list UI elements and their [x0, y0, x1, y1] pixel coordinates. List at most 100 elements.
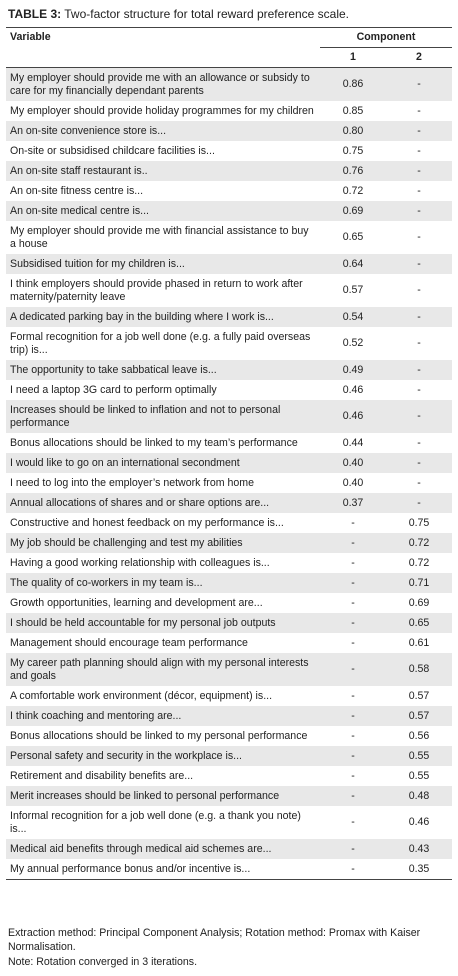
table: Variable Component 1 2 My employer shoul… [6, 27, 452, 880]
table-row: I think employers should provide phased … [6, 274, 452, 307]
variable-cell: Medical aid benefits through medical aid… [6, 839, 320, 859]
table-row: Medical aid benefits through medical aid… [6, 839, 452, 859]
loading-cell: - [320, 786, 386, 806]
table-row: Management should encourage team perform… [6, 633, 452, 653]
table-row: An on-site medical centre is... 0.69- [6, 201, 452, 221]
table-row: My employer should provide me with an al… [6, 67, 452, 101]
table-row: My career path planning should align wit… [6, 653, 452, 686]
table-row: My employer should provide me with finan… [6, 221, 452, 254]
variable-cell: Subsidised tuition for my children is... [6, 254, 320, 274]
loading-cell: - [351, 689, 355, 702]
loading-cell: - [351, 636, 355, 649]
variable-cell: I need a laptop 3G card to perform optim… [10, 383, 217, 396]
loading-cell: - [320, 746, 386, 766]
variable-cell: Formal recognition for a job well done (… [10, 330, 311, 356]
table-row: I think coaching and mentoring are... -0.… [6, 706, 452, 726]
loading-cell: - [386, 161, 452, 181]
blank-header [6, 47, 320, 68]
loading-cell: 0.57 [408, 689, 430, 702]
table-title: TABLE 3: Two-factor structure for total … [8, 7, 349, 21]
variable-cell: My employer should provide me with an al… [6, 67, 320, 101]
table-row: I need a laptop 3G card to perform optim… [6, 380, 452, 400]
loading-cell: 0.75 [408, 516, 430, 529]
variable-cell: Annual allocations of shares and or shar… [6, 493, 320, 513]
variable-cell: Increases should be linked to inflation … [6, 400, 320, 433]
column-header: 2 [386, 47, 452, 68]
table-row: I should be held accountable for my pers… [6, 613, 452, 633]
variable-cell: Having a good working relationship with … [10, 556, 270, 569]
loading-cell: 0.65 [342, 231, 364, 243]
table-row: Informal recognition for a job well done… [6, 806, 452, 839]
loading-cell: 0.49 [320, 360, 386, 380]
loading-cell: 0.72 [342, 184, 364, 197]
loading-cell: - [417, 184, 421, 197]
loading-cell: - [351, 556, 355, 569]
loading-cell: 0.46 [408, 816, 430, 828]
table-row: An on-site fitness centre is... 0.72 - [6, 181, 452, 201]
variable-cell: Retirement and disability benefits are..… [10, 769, 194, 782]
table-row: I would like to go on an international s… [6, 453, 452, 473]
loading-cell: 0.80 [320, 121, 386, 141]
loading-cell: - [386, 307, 452, 327]
table-row: Constructive and honest feedback on my p… [6, 513, 452, 533]
loading-cell: - [417, 476, 421, 489]
table-row: Formal recognition for a job well done (… [6, 327, 452, 360]
loading-cell: - [351, 862, 355, 875]
column-header: 1 [320, 47, 386, 68]
loading-cell: 0.54 [320, 307, 386, 327]
column-header: Variable [10, 31, 51, 44]
loading-cell: 0.40 [320, 453, 386, 473]
table-row: An on-site convenience store is... 0.80- [6, 121, 452, 141]
loading-cell: - [417, 436, 421, 449]
loading-cell: - [386, 254, 452, 274]
group-header: Component [320, 27, 452, 48]
loading-cell: 0.85 [342, 104, 364, 117]
footnote: Extraction method: Principal Component A… [8, 927, 421, 953]
variable-cell: My annual performance bonus and/or incen… [10, 862, 251, 875]
loading-cell: 0.65 [386, 613, 452, 633]
loading-cell: - [320, 706, 386, 726]
loading-cell: 0.40 [342, 476, 364, 489]
loading-cell: 0.58 [386, 653, 452, 686]
loading-cell: - [351, 516, 355, 529]
loading-cell: - [417, 284, 421, 296]
table-row: The quality of co-workers in my team is.… [6, 573, 452, 593]
loading-cell: - [351, 816, 355, 828]
loading-cell: - [417, 231, 421, 243]
variable-cell: A dedicated parking bay in the building … [6, 307, 320, 327]
table-row: The opportunity to take sabbatical leave… [6, 360, 452, 380]
loading-cell: 0.55 [386, 746, 452, 766]
loading-cell: - [386, 201, 452, 221]
loading-cell: 0.46 [342, 383, 364, 396]
loading-cell: - [351, 729, 355, 742]
loading-cell: - [351, 596, 355, 609]
table-row: On-site or subsidised childcare faciliti… [6, 141, 452, 161]
variable-cell: Merit increases should be linked to pers… [6, 786, 320, 806]
table-row: Merit increases should be linked to pers… [6, 786, 452, 806]
variable-cell: My career path planning should align wit… [6, 653, 320, 686]
loading-cell: - [320, 839, 386, 859]
loading-cell: - [386, 493, 452, 513]
variable-cell: My employer should provide me with finan… [10, 224, 309, 250]
variable-cell: My employer should provide holiday progr… [10, 104, 314, 117]
table-body: My employer should provide me with an al… [6, 67, 452, 880]
variable-cell: Informal recognition for a job well done… [10, 809, 301, 835]
table-label: TABLE 3: [8, 7, 62, 21]
variable-cell: An on-site staff restaurant is.. [6, 161, 320, 181]
table-row: A comfortable work environment (décor, e… [6, 686, 452, 706]
variable-cell: Personal safety and security in the work… [6, 746, 320, 766]
loading-cell: 0.69 [320, 201, 386, 221]
table-row: Bonus allocations should be linked to my… [6, 433, 452, 453]
loading-cell: - [320, 533, 386, 553]
loading-cell: - [386, 360, 452, 380]
variable-cell: I need to log into the employer’s networ… [10, 476, 254, 489]
table-row: Retirement and disability benefits are..… [6, 766, 452, 786]
table-row: Subsidised tuition for my children is...… [6, 254, 452, 274]
loading-cell: 0.72 [408, 556, 430, 569]
variable-cell: On-site or subsidised childcare faciliti… [10, 144, 215, 157]
table-row: An on-site staff restaurant is.. 0.76- [6, 161, 452, 181]
loading-cell: 0.52 [342, 337, 364, 349]
footnote: Note: Rotation converged in 3 iterations… [8, 956, 198, 968]
table-row: My employer should provide holiday progr… [6, 101, 452, 121]
